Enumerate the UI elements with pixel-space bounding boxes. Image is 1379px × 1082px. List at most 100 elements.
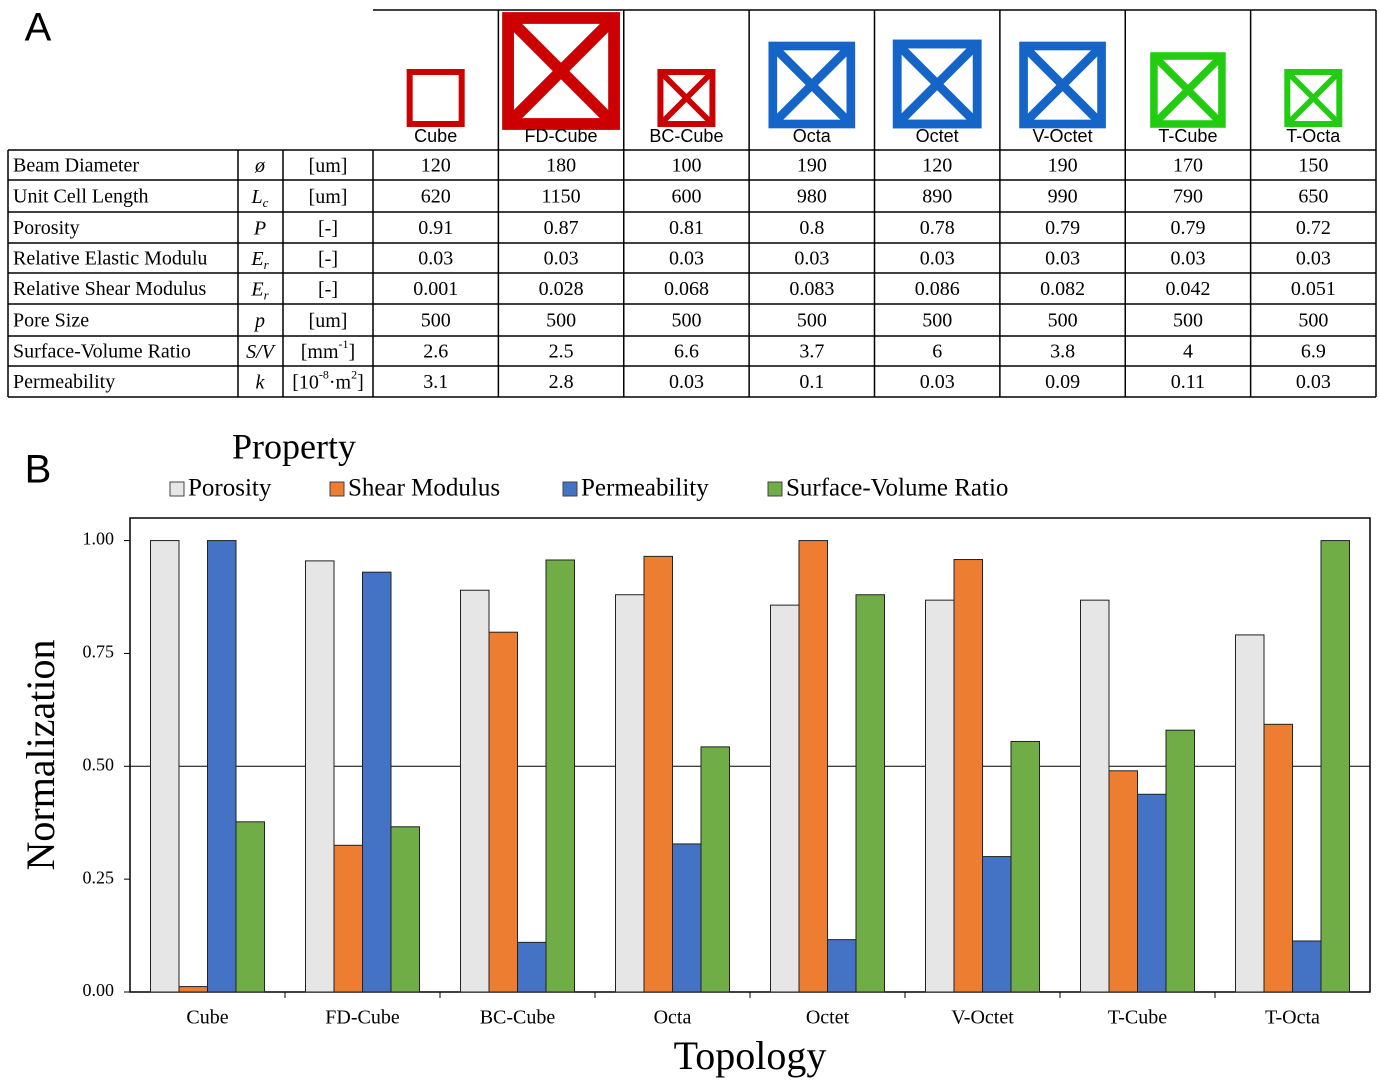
table-value: 790 <box>1173 186 1203 208</box>
bar <box>798 540 828 993</box>
legend-label: Permeability <box>581 475 709 502</box>
table-value: 3.7 <box>799 341 824 363</box>
topology-icon <box>1150 52 1226 128</box>
table-value: 500 <box>421 310 451 332</box>
table-value: 0.03 <box>794 248 829 270</box>
legend-swatch <box>169 481 185 497</box>
table-value: 6.9 <box>1301 341 1326 363</box>
topology-icon <box>892 39 982 129</box>
row-symbol: Lc <box>251 186 269 210</box>
row-unit: [-] <box>318 217 338 239</box>
icon-strut <box>894 40 981 128</box>
row-label: Pore Size <box>13 310 89 332</box>
table-value: 500 <box>1298 310 1328 332</box>
table-value: 0.001 <box>413 278 458 300</box>
symbol-base: L <box>251 186 263 208</box>
unit-text: [-] <box>318 248 338 270</box>
table-value: 0.03 <box>920 248 955 270</box>
symbol-base: E <box>250 278 263 300</box>
bar <box>770 604 800 993</box>
topology-icon <box>502 12 620 130</box>
table-value: 6 <box>932 341 942 363</box>
unit-text: [-] <box>318 278 338 300</box>
row-unit: [10-8·m2] <box>292 367 364 393</box>
bar <box>1235 634 1265 993</box>
table-value: 6.6 <box>674 341 699 363</box>
topology-icon <box>406 69 465 127</box>
bar <box>390 826 420 993</box>
bar <box>827 939 857 993</box>
panel-label: B <box>25 448 52 492</box>
y-tick-label: 0.00 <box>83 980 115 1000</box>
bar <box>488 631 518 993</box>
bar <box>1320 540 1350 993</box>
row-label: Relative Elastic Modulu <box>13 248 207 270</box>
table-value: 2.8 <box>549 371 574 393</box>
table-value: 0.03 <box>1296 248 1331 270</box>
x-tick-label: BC-Cube <box>480 1007 556 1029</box>
x-tick-label: Octa <box>654 1007 692 1029</box>
bar <box>305 560 335 993</box>
symbol-base: ø <box>254 155 266 177</box>
y-tick-label: 0.75 <box>83 642 115 662</box>
x-tick-label: T-Cube <box>1108 1007 1167 1029</box>
table-value: 0.068 <box>664 278 709 300</box>
topology-icon <box>657 69 716 127</box>
table-value: 180 <box>546 155 576 177</box>
bar <box>207 540 237 993</box>
row-label: Unit Cell Length <box>13 186 149 208</box>
table-value: 0.91 <box>418 217 453 239</box>
icon-frame <box>502 12 620 130</box>
row-symbol: ø <box>254 155 266 177</box>
bar <box>460 589 490 993</box>
unit-text: [um] <box>309 310 348 332</box>
bar <box>925 599 955 993</box>
y-tick-label: 1.00 <box>83 529 115 549</box>
y-axis-label: Normalization <box>18 639 63 870</box>
row-unit: [mm-1] <box>301 337 355 363</box>
legend-label: Porosity <box>188 475 272 502</box>
topology-icon <box>1284 69 1343 127</box>
x-tick-label: Octet <box>806 1007 850 1029</box>
icon-frame <box>1019 41 1106 129</box>
row-symbol: Er <box>250 278 269 302</box>
column-header: BC-Cube <box>649 126 723 146</box>
symbol-subscript: r <box>264 257 270 272</box>
symbol-subscript: r <box>264 287 270 302</box>
icon-frame <box>768 41 856 129</box>
icon-frame <box>892 39 982 129</box>
bar <box>235 821 265 993</box>
symbol-base: k <box>256 371 266 393</box>
icon-strut <box>503 13 619 129</box>
x-tick-label: FD-Cube <box>325 1007 400 1029</box>
row-unit: [-] <box>318 278 338 300</box>
table-value: 990 <box>1048 186 1078 208</box>
bar <box>855 594 885 993</box>
table-value: 0.083 <box>789 278 834 300</box>
bar <box>700 746 730 993</box>
symbol-base: P <box>253 217 266 239</box>
symbol-base: S/V <box>246 341 277 363</box>
table-value: 0.72 <box>1296 217 1331 239</box>
row-symbol: p <box>253 310 265 332</box>
table-value: 600 <box>671 186 701 208</box>
table-value: 1150 <box>541 186 580 208</box>
unit-superscript: -8 <box>319 367 329 381</box>
table-value: 120 <box>421 155 451 177</box>
table-value: 0.11 <box>1171 371 1205 393</box>
row-label: Porosity <box>13 217 80 239</box>
row-label: Surface-Volume Ratio <box>13 341 191 363</box>
row-label: Beam Diameter <box>13 155 139 177</box>
bar <box>178 986 208 993</box>
unit-text: [um] <box>309 186 348 208</box>
table-value: 0.81 <box>669 217 704 239</box>
bar <box>982 856 1012 993</box>
bar <box>643 555 673 993</box>
bar <box>1080 599 1110 993</box>
table-value: 2.5 <box>549 341 574 363</box>
y-tick-label: 0.50 <box>83 754 115 774</box>
table-value: 100 <box>671 155 701 177</box>
table-value: 650 <box>1298 186 1328 208</box>
icon-frame <box>657 69 716 127</box>
table-value: 0.086 <box>915 278 960 300</box>
